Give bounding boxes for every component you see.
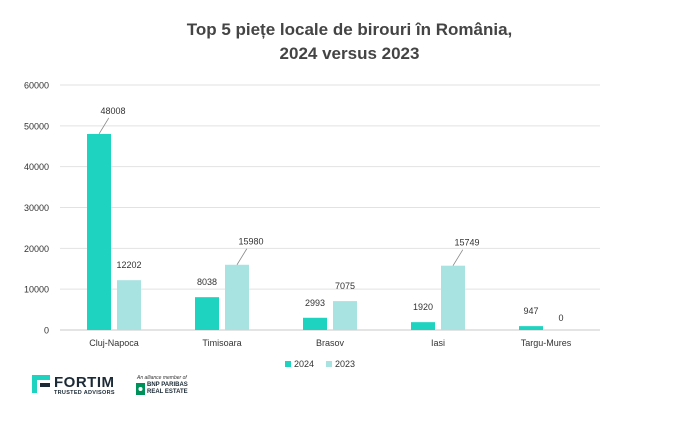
- y-tick-label: 30000: [24, 203, 49, 213]
- partner-line-2: REAL ESTATE: [147, 389, 188, 395]
- x-tick-label: Iasi: [431, 338, 445, 348]
- bar-2024: [411, 322, 435, 330]
- chart-title-line-1: Top 5 piețe locale de birouri în România…: [186, 20, 513, 39]
- y-tick-label: 40000: [24, 162, 49, 172]
- bar-2023: [441, 265, 465, 330]
- bar-2024: [303, 317, 327, 330]
- data-label: 1920: [413, 302, 433, 312]
- bar-2023: [117, 280, 141, 330]
- x-tick-label: Cluj-Napoca: [89, 338, 139, 348]
- x-tick-label: Brasov: [316, 338, 345, 348]
- x-tick-label: Targu-Mures: [521, 338, 572, 348]
- y-tick-label: 50000: [24, 121, 49, 131]
- chart-title: Top 5 piețe locale de birouri în România…: [0, 18, 699, 66]
- fortim-logo-icon: [32, 375, 50, 393]
- data-label: 0: [558, 313, 563, 323]
- bar-2023: [333, 301, 357, 330]
- legend-label: 2023: [335, 359, 355, 369]
- y-tick-label: 10000: [24, 285, 49, 295]
- y-tick-label: 20000: [24, 244, 49, 254]
- data-label-leader: [98, 117, 110, 135]
- data-label: 48008: [100, 106, 125, 116]
- alliance-text: An alliance member of: [137, 375, 187, 381]
- data-label: 15749: [454, 238, 479, 248]
- legend-label: 2024: [294, 359, 314, 369]
- bar-2024: [195, 297, 219, 330]
- data-label-leader: [236, 248, 248, 265]
- partner-logo-text: BNP PARIBAS REAL ESTATE: [147, 382, 188, 396]
- fortim-logo-text: FORTIM: [54, 374, 115, 391]
- y-tick-label: 60000: [24, 81, 49, 91]
- x-tick-label: Timisoara: [202, 338, 241, 348]
- partner-line-1: BNP PARIBAS: [147, 382, 188, 388]
- data-label: 947: [523, 306, 538, 316]
- data-label: 12202: [116, 260, 141, 270]
- bnp-paribas-logo-icon: [136, 383, 145, 395]
- y-tick-label: 0: [44, 326, 49, 336]
- bar-2023: [225, 264, 249, 330]
- bar-2024: [519, 326, 543, 330]
- data-label: 15980: [238, 237, 263, 247]
- data-label: 8038: [197, 277, 217, 287]
- chart-title-line-2: 2024 versus 2023: [279, 44, 420, 63]
- legend-swatch: [285, 361, 291, 367]
- bar-2024: [87, 133, 111, 330]
- data-label: 2993: [305, 298, 325, 308]
- fortim-logo-subtitle: TRUSTED ADVISORS: [54, 390, 115, 396]
- data-label: 7075: [335, 281, 355, 291]
- data-label-leader: [452, 249, 464, 266]
- legend-swatch: [326, 361, 332, 367]
